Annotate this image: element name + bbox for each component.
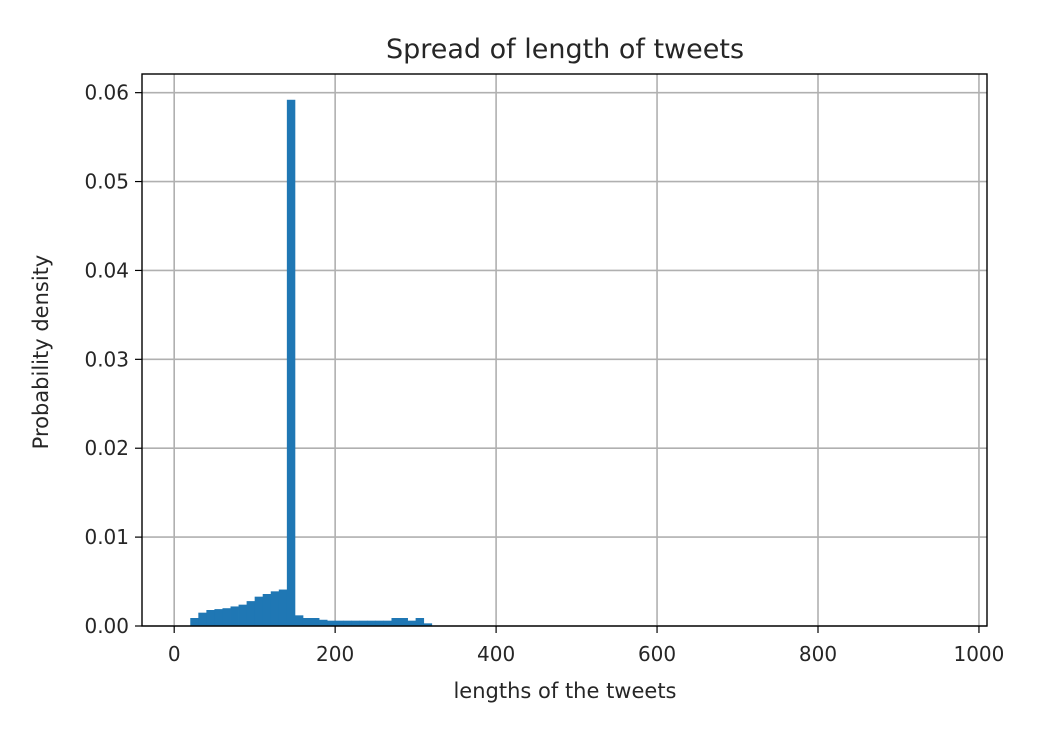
y-tick-label: 0.02 (84, 436, 129, 460)
histogram-bars (190, 99, 433, 627)
histogram-bar (214, 609, 223, 626)
histogram-bar (278, 589, 288, 626)
histogram-bar (311, 618, 320, 626)
x-tick-label: 0 (168, 642, 181, 666)
histogram-bar (375, 620, 384, 626)
histogram-bar (327, 620, 336, 626)
histogram-bar (270, 591, 280, 626)
x-tick-label: 800 (799, 642, 837, 666)
histogram-bar (230, 606, 239, 626)
x-tick-label: 200 (316, 642, 354, 666)
histogram-bar (254, 596, 264, 626)
plot-frame (141, 73, 988, 627)
histogram-bar (335, 620, 344, 626)
histogram-bar (391, 618, 400, 626)
histogram-bar (359, 620, 368, 626)
histogram-bar (383, 620, 392, 626)
x-axis-label: lengths of the tweets (453, 679, 676, 703)
histogram-bar (222, 608, 231, 626)
tick-labels: 0 200 400 600 800 1000 0.00 0.01 0.02 0.03 0.04 0.0… (84, 81, 1004, 666)
histogram-bar (399, 618, 408, 626)
chart-title: Spread of length of tweets (386, 34, 744, 65)
histogram-bar (407, 620, 417, 626)
histogram-bar (415, 618, 425, 626)
y-tick-label: 0.04 (84, 258, 129, 282)
histogram-bar (302, 618, 312, 626)
histogram-bar (286, 99, 296, 627)
histogram-bar (367, 620, 376, 626)
histogram-bar (262, 594, 272, 626)
x-tick-label: 1000 (953, 642, 1004, 666)
axes (135, 73, 988, 633)
y-tick-label: 0.01 (84, 525, 129, 549)
x-tick-label: 400 (477, 642, 515, 666)
y-axis-label: Probability density (29, 255, 53, 450)
y-tick-label: 0.03 (84, 347, 129, 371)
histogram-bar (319, 619, 328, 626)
x-tick-label: 600 (638, 642, 676, 666)
histogram-bar (294, 615, 304, 626)
histogram-bar (351, 620, 360, 626)
histogram-bar (423, 623, 433, 626)
grid-lines (142, 74, 987, 627)
y-tick-label: 0.00 (84, 614, 129, 638)
histogram-bar (198, 612, 207, 626)
y-tick-label: 0.05 (84, 170, 129, 194)
histogram-bar (206, 610, 215, 626)
histogram-bar (190, 618, 199, 626)
y-tick-label: 0.06 (84, 81, 129, 105)
histogram-bar (343, 620, 352, 626)
histogram-bar (238, 604, 248, 626)
histogram-bar (246, 601, 256, 626)
